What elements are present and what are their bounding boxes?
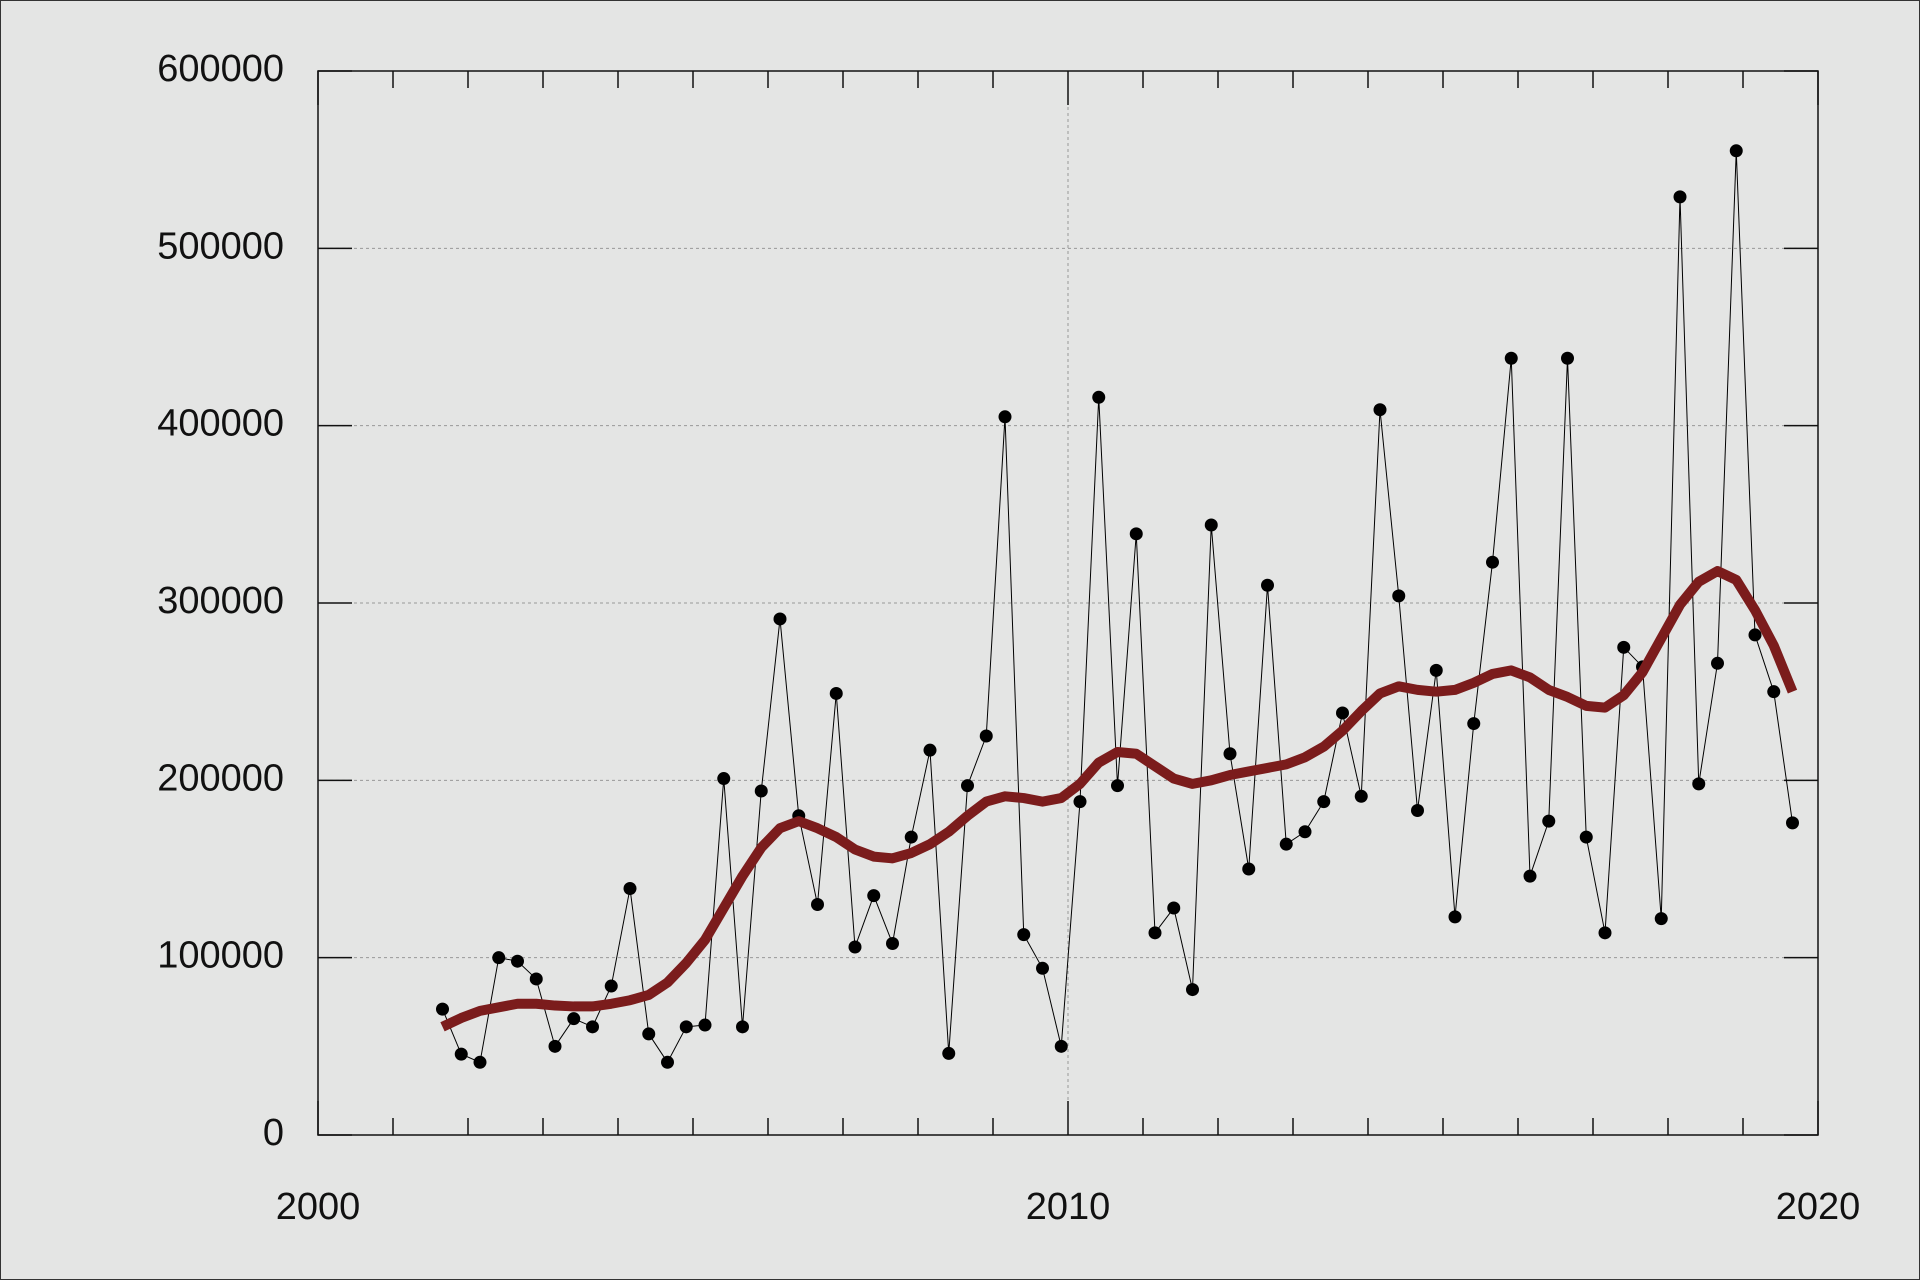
data-point	[1129, 527, 1143, 541]
data-point	[1486, 555, 1499, 569]
data-point	[679, 1020, 693, 1034]
data-point	[586, 1020, 599, 1034]
data-point	[1542, 814, 1556, 828]
data-point	[1411, 803, 1424, 817]
data-point	[1598, 926, 1612, 940]
data-point	[886, 936, 899, 950]
data-point	[961, 779, 974, 793]
data-point	[1429, 663, 1443, 677]
data-point	[1092, 390, 1106, 404]
data-point	[848, 940, 862, 954]
data-point	[1111, 779, 1124, 793]
data-point	[1186, 983, 1199, 997]
y-tick-label: 500000	[157, 225, 284, 267]
data-point	[1767, 685, 1781, 699]
data-point	[1036, 961, 1049, 975]
x-tick-label: 2020	[1776, 1186, 1861, 1228]
data-point	[979, 729, 993, 743]
data-point	[736, 1020, 749, 1034]
data-point	[1654, 912, 1668, 926]
data-point	[923, 743, 937, 757]
data-point	[548, 1039, 562, 1053]
data-point	[998, 410, 1012, 424]
y-tick-label: 0	[263, 1112, 284, 1154]
data-point	[1279, 837, 1293, 851]
data-point	[1786, 816, 1799, 830]
data-point	[1054, 1039, 1068, 1053]
y-tick-label: 400000	[157, 403, 284, 445]
data-point	[867, 889, 881, 903]
data-point	[1298, 825, 1312, 839]
data-point	[1373, 403, 1387, 417]
plot-frame	[317, 70, 1819, 1136]
series-line	[440, 566, 1798, 1032]
data-point	[1261, 578, 1274, 592]
data-point	[1504, 351, 1518, 365]
data-point	[1523, 869, 1537, 883]
y-tick-label: 600000	[157, 48, 284, 90]
data-point	[754, 784, 768, 798]
data-point	[1392, 589, 1406, 603]
data-point	[1354, 789, 1368, 803]
y-tick-label: 200000	[157, 757, 284, 799]
data-point	[1729, 144, 1743, 158]
data-point	[623, 882, 637, 896]
data-point	[604, 979, 618, 993]
data-point	[904, 830, 918, 844]
data-point	[811, 897, 824, 911]
data-point	[1148, 926, 1162, 940]
data-point	[1561, 351, 1574, 365]
data-point	[1467, 717, 1481, 731]
data-point	[436, 1002, 449, 1016]
data-point	[1317, 795, 1331, 809]
data-point	[511, 954, 524, 968]
data-point	[454, 1047, 468, 1061]
y-tick-label: 300000	[157, 580, 284, 622]
data-point	[829, 686, 843, 700]
data-point	[661, 1055, 674, 1069]
data-point	[698, 1018, 712, 1032]
data-point	[1223, 747, 1237, 761]
data-point	[1167, 901, 1181, 915]
data-point	[1017, 928, 1031, 942]
data-point	[942, 1046, 956, 1060]
data-point	[473, 1055, 487, 1069]
data-point	[1673, 190, 1687, 204]
data-point	[1242, 862, 1256, 876]
x-tick-label: 2000	[276, 1186, 361, 1228]
x-tick-label: 2010	[1026, 1186, 1111, 1228]
data-point	[567, 1012, 581, 1026]
data-point	[1711, 656, 1724, 670]
data-point	[717, 772, 731, 786]
data-point	[1448, 910, 1462, 924]
data-point	[1692, 777, 1706, 791]
data-point	[1617, 640, 1631, 654]
data-point	[773, 612, 787, 626]
data-point	[1579, 830, 1593, 844]
y-tick-label: 100000	[157, 935, 284, 977]
data-point	[642, 1027, 656, 1041]
data-point	[1204, 518, 1218, 532]
data-point	[1336, 706, 1349, 720]
data-point	[492, 951, 506, 965]
data-point	[1073, 795, 1087, 809]
data-point	[1748, 628, 1762, 642]
data-point	[529, 972, 543, 986]
